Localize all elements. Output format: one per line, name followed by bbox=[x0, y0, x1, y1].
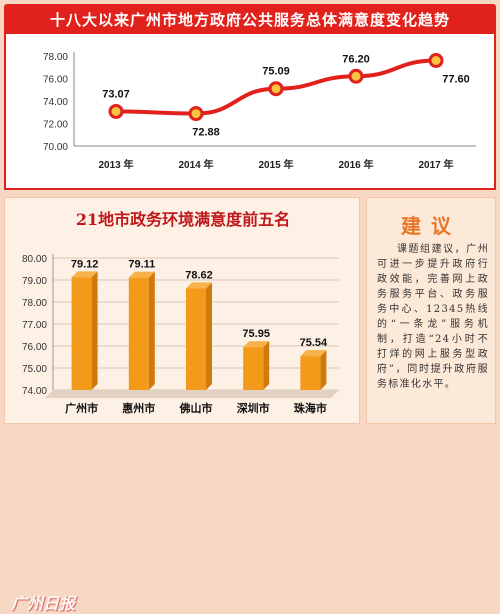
data-label: 76.20 bbox=[342, 53, 370, 65]
bar-top bbox=[243, 341, 270, 348]
y-tick-label: 78.00 bbox=[43, 52, 68, 63]
bar bbox=[71, 277, 92, 390]
data-label: 79.12 bbox=[71, 258, 99, 270]
bar-side bbox=[320, 350, 327, 390]
y-tick-label: 74.00 bbox=[43, 97, 68, 108]
bar-chart-panel: 21地市政务环境满意度前五名 80.00 79.00 78.00 77.00 76.00… bbox=[4, 197, 360, 613]
bar-side bbox=[206, 282, 212, 390]
x-tick-label: 深圳市 bbox=[237, 401, 270, 415]
x-tick-label: 2013 年 bbox=[98, 158, 133, 171]
data-point bbox=[428, 53, 444, 68]
y-tick-label: 76.00 bbox=[43, 75, 68, 86]
bar-top bbox=[128, 271, 155, 278]
x-tick-label: 广州市 bbox=[65, 401, 98, 415]
y-tick-label: 78.00 bbox=[22, 298, 47, 309]
data-label: 75.09 bbox=[262, 66, 290, 78]
bar-top bbox=[186, 282, 212, 289]
y-tick-label: 79.00 bbox=[22, 276, 47, 287]
y-tick-label: 70.00 bbox=[43, 142, 68, 153]
bar bbox=[186, 288, 206, 390]
x-tick-label: 惠州市 bbox=[122, 401, 155, 415]
newspaper-watermark-logo: 广州日报 bbox=[11, 594, 76, 613]
bar bbox=[243, 347, 264, 390]
y-tick-label: 76.00 bbox=[22, 342, 47, 353]
bar-top bbox=[300, 350, 327, 357]
data-label: 77.60 bbox=[442, 74, 470, 86]
data-label: 75.54 bbox=[300, 337, 328, 349]
x-tick-label: 2016 年 bbox=[338, 158, 373, 171]
bar bbox=[300, 356, 321, 390]
y-tick-label: 75.00 bbox=[22, 364, 47, 375]
y-tick-label: 77.00 bbox=[22, 320, 47, 331]
data-label: 79.11 bbox=[128, 259, 155, 271]
x-tick-label: 2017 年 bbox=[418, 158, 453, 171]
data-point bbox=[188, 106, 204, 122]
y-tick-label: 72.00 bbox=[43, 120, 68, 131]
x-tick-label: 2015 年 bbox=[258, 158, 293, 171]
data-point bbox=[268, 81, 284, 97]
data-point bbox=[348, 68, 364, 84]
data-label: 72.88 bbox=[192, 127, 220, 139]
suggestion-box: 建议 课题组建议，广州可进一步提升政府行政效能，完善网上政务服务平台、政务服务中… bbox=[366, 197, 496, 424]
suggestion-text: 课题组建议，广州可进一步提升政府行政效能，完善网上政务服务平台、政务服务中心、1… bbox=[377, 244, 489, 390]
y-tick-label: 80.00 bbox=[22, 254, 47, 265]
data-label: 73.07 bbox=[102, 88, 130, 100]
bar-side bbox=[148, 271, 155, 390]
x-tick-label: 2014 年 bbox=[178, 158, 213, 171]
line-chart: 78.00 76.00 74.00 72.00 70.00 2013 年 2014 年 201… bbox=[43, 52, 476, 171]
suggestion-title: 建议 bbox=[401, 214, 461, 238]
bar-chart-title: 21地市政务环境满意度前五名 bbox=[75, 210, 291, 229]
data-label: 75.95 bbox=[242, 328, 270, 340]
bar-side bbox=[91, 271, 98, 390]
bar bbox=[128, 277, 149, 390]
bar-top bbox=[71, 271, 98, 278]
chart-floor bbox=[45, 390, 339, 398]
data-point bbox=[108, 103, 124, 119]
line-chart-title: 十八大以来广州市地方政府公共服务总体满意度变化趋势 bbox=[49, 10, 450, 29]
chart-title-banner: 十八大以来广州市地方政府公共服务总体满意度变化趋势 bbox=[4, 4, 496, 34]
x-tick-label: 佛山市 bbox=[179, 401, 213, 415]
bar-side bbox=[263, 341, 270, 390]
bar-chart: 80.00 79.00 78.00 77.00 76.00 75.00 74.00 79.12… bbox=[22, 254, 339, 415]
x-tick-label: 珠海市 bbox=[294, 401, 327, 415]
line-chart-panel: 78.00 76.00 74.00 72.00 70.00 2013 年 2014 年 201… bbox=[4, 34, 496, 190]
data-label: 78.62 bbox=[185, 269, 213, 281]
y-tick-label: 74.00 bbox=[22, 386, 47, 397]
